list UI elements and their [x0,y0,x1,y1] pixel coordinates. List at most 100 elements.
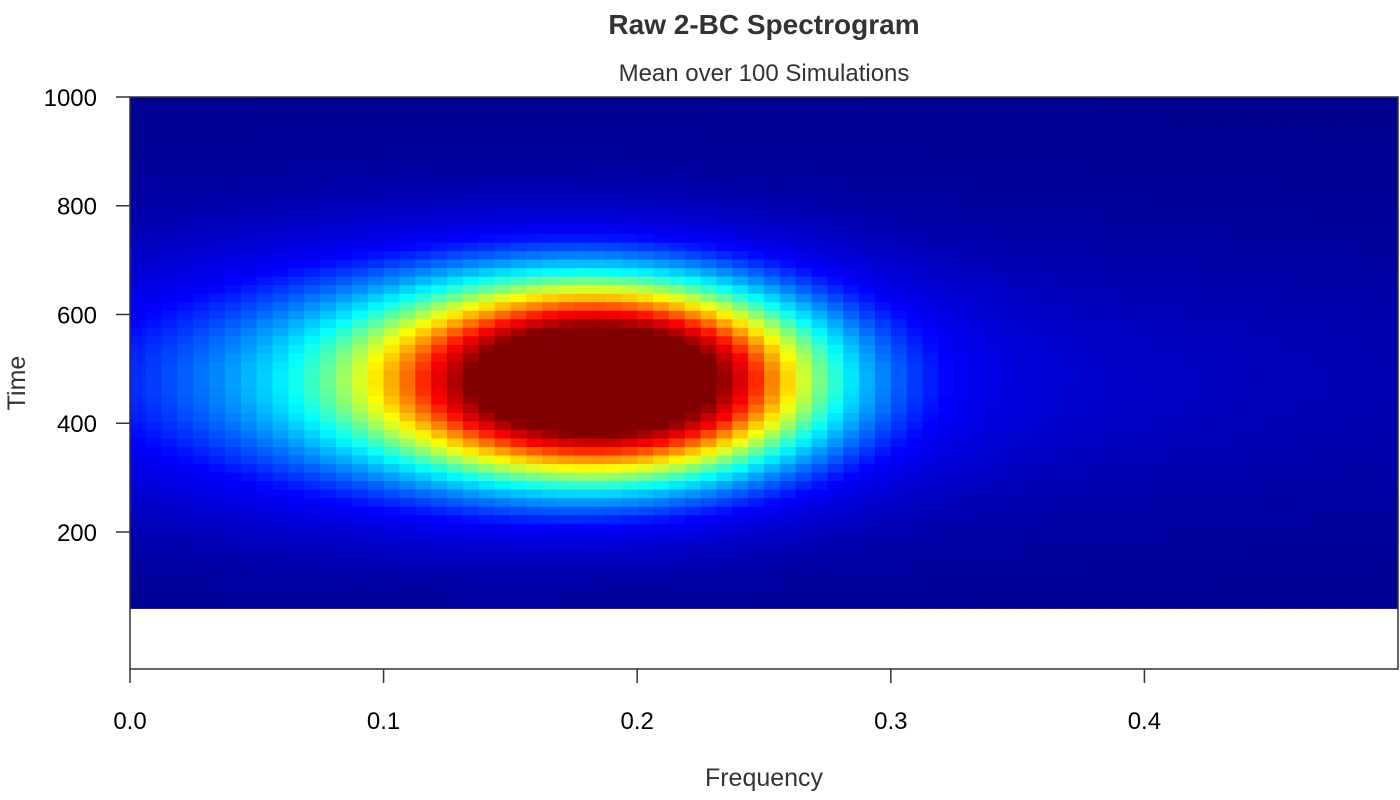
heatmap-cell [256,114,274,124]
heatmap-cell [827,114,845,124]
heatmap-cell [225,556,242,567]
heatmap-cell [1017,114,1035,124]
heatmap-cell [827,386,845,396]
heatmap-cell [272,182,290,192]
heatmap-cell [970,250,987,260]
heatmap-cell [288,574,306,584]
heatmap-cell [351,522,369,533]
heatmap-cell [668,233,686,243]
heatmap-cell [161,207,179,218]
heatmap-cell [938,574,955,584]
heatmap-cell [462,522,480,533]
heatmap-cell [684,446,702,456]
heatmap-cell [1302,318,1320,328]
heatmap-cell [367,139,385,149]
heatmap-cell [1287,250,1304,260]
heatmap-cell [1128,395,1146,405]
heatmap-cell [1271,233,1288,243]
heatmap-cell [415,446,432,456]
heatmap-cell [668,301,686,311]
heatmap-cell [906,207,924,218]
heatmap-cell [811,369,829,379]
heatmap-cell [1112,497,1130,507]
heatmap-cell [1255,412,1272,422]
heatmap-cell [637,165,654,175]
heatmap-cell [605,139,623,149]
heatmap-cell [462,480,480,490]
heatmap-cell [1176,114,1193,124]
heatmap-cell [811,565,829,575]
heatmap-cell [478,497,496,507]
heatmap-cell [320,335,337,345]
heatmap-cell [795,284,813,294]
heatmap-cell [684,207,702,218]
heatmap-cell [431,463,448,473]
heatmap-cell [367,165,385,175]
heatmap-cell [874,139,892,149]
heatmap-cell [1239,139,1257,149]
heatmap-cell [716,403,734,413]
heatmap-cell [462,114,480,124]
heatmap-cell [970,565,987,575]
heatmap-cell [764,429,781,439]
heatmap-cell [621,369,638,379]
heatmap-cell [130,292,147,303]
heatmap-cell [1112,429,1130,439]
heatmap-cell [383,386,401,396]
heatmap-cell [1176,539,1193,550]
heatmap-cell [605,539,623,550]
heatmap-cell [637,207,654,218]
heatmap-cell [684,522,702,533]
heatmap-cell [431,505,448,516]
heatmap-cell [130,531,147,541]
heatmap-cell [1334,361,1352,371]
heatmap-cell [288,335,306,345]
heatmap-cell [1207,471,1225,482]
heatmap-cell [1302,378,1320,388]
heatmap-cell [1366,454,1383,465]
heatmap-cell [462,199,480,209]
heatmap-cell [684,599,702,609]
heatmap-cell [1160,429,1177,439]
heatmap-cell [145,386,163,396]
heatmap-cell [637,173,654,183]
heatmap-cell [447,556,464,567]
heatmap-cell [478,275,496,286]
heatmap-cell [256,352,274,362]
heatmap-cell [161,131,179,141]
heatmap-cell [336,165,353,175]
heatmap-cell [1160,156,1177,166]
heatmap-cell [383,292,401,303]
heatmap-cell [1287,233,1304,243]
heatmap-cell [1065,599,1082,609]
heatmap-cell [716,182,734,192]
heatmap-cell [225,480,242,490]
heatmap-cell [1049,292,1066,303]
heatmap-cell [1049,403,1066,413]
heatmap-cell [510,199,528,209]
heatmap-cell [304,105,321,115]
heatmap-cell [668,599,686,609]
heatmap-cell [1096,114,1114,124]
heatmap-cell [130,165,147,175]
heatmap-cell [526,352,543,362]
heatmap-cell [272,471,290,482]
heatmap-cell [843,420,860,431]
heatmap-cell [478,386,496,396]
heatmap-cell [811,241,829,252]
heatmap-cell [985,539,1003,550]
heatmap-cell [526,122,543,132]
heatmap-cell [922,207,940,218]
heatmap-cell [1176,403,1193,413]
heatmap-cell [668,454,686,465]
heatmap-cell [542,267,559,277]
heatmap-cell [748,454,765,465]
heatmap-cell [161,488,179,499]
heatmap-cell [240,318,258,328]
heatmap-cell [1350,522,1368,533]
heatmap-cell [653,97,670,107]
heatmap-cell [922,539,940,550]
heatmap-cell [256,412,274,422]
heatmap-cell [557,165,575,175]
heatmap-cell [605,471,623,482]
